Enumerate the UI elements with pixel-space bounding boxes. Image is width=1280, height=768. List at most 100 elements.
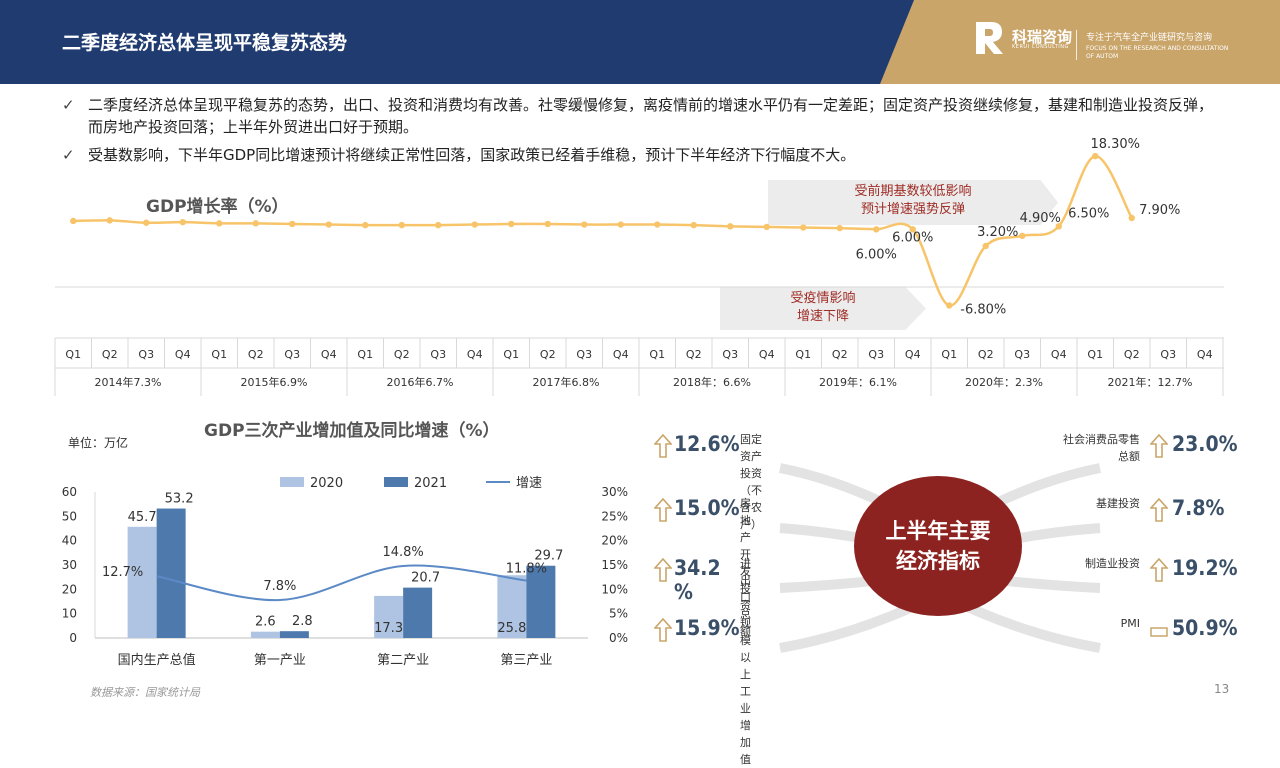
gdp-data-label: 7.90% (1139, 203, 1180, 218)
indicator-label: 房地产开发投资 (740, 497, 751, 612)
gdp-point (1055, 223, 1062, 230)
quarter-tick-label: Q4 (1197, 348, 1213, 361)
gdp-point (471, 221, 478, 228)
quarter-tick-label: Q2 (248, 348, 264, 361)
bullet-item: ✓ 二季度经济总体呈现平稳复苏的态势，出口、投资和消费均有改善。社零缓慢修复，离… (62, 94, 1222, 138)
up-arrow-icon (653, 557, 673, 586)
growth-rate-line (156, 564, 527, 602)
indicator-value: 50.9% (1172, 616, 1238, 640)
category-label: 国内生产总值 (118, 652, 196, 668)
y-tick-label: 60 (62, 485, 77, 499)
growth-rate-label: 7.8% (263, 579, 296, 594)
gdp-point (435, 221, 442, 229)
gdp-point (690, 221, 697, 229)
gdp-data-label: 6.50% (1068, 206, 1109, 221)
category-label: 第三产业 (500, 653, 552, 668)
callout-covid-text: 受疫情影响 增速下降 (790, 291, 856, 324)
year-group-label: 2015年6.9% (241, 375, 308, 389)
quarter-tick-label: Q4 (321, 348, 337, 361)
quarter-tick-label: Q3 (868, 348, 884, 361)
y2-tick-label: 20% (601, 534, 628, 548)
center-line1: 上半年主要 (885, 519, 991, 543)
gdp-chart-title: GDP增长率（%） (146, 197, 289, 217)
quarter-tick-label: Q4 (613, 348, 629, 361)
bar-2021-label: 2.8 (292, 614, 313, 629)
indicator-label: 基建投资 (1096, 497, 1140, 510)
bar-2021-label: 20.7 (411, 571, 440, 586)
quarter-tick-label: Q4 (467, 348, 483, 361)
callout-rebound: 受前期基数较低影响 预计增速强势反弹 (768, 180, 1058, 225)
indicator-label: 规模以上工业增 加值 (740, 617, 751, 766)
y2-tick-label: 10% (601, 582, 628, 596)
quarter-tick-label: Q1 (503, 348, 519, 361)
indicator-value: 15.0% (674, 496, 740, 520)
gdp-point (143, 219, 150, 226)
logo-en: KERUI CONSULTING (1012, 44, 1069, 50)
year-group-label: 2016年6.7% (387, 375, 454, 389)
gdp-data-label: 3.20% (977, 225, 1018, 240)
bar-2020 (250, 631, 280, 638)
up-arrow-icon (1149, 497, 1169, 526)
category-label: 第二产业 (377, 653, 429, 668)
gdp-point (362, 221, 369, 229)
bar-2021-label: 29.7 (534, 549, 563, 564)
gdp-point (325, 221, 332, 228)
bullet-text: 受基数影响，下半年GDP同比增速预计将继续正常性回落，国家政策已经着手维稳，预计… (88, 146, 856, 164)
growth-rate-label: 11.8% (506, 562, 547, 577)
gdp-point (289, 220, 296, 228)
header-gold-band (880, 0, 1280, 84)
gdp-point (106, 217, 113, 224)
quarter-tick-label: Q3 (284, 348, 300, 361)
bar-2021-label: 53.2 (165, 492, 194, 507)
y-tick-label: 40 (62, 534, 77, 548)
legend-label: 增速 (516, 476, 542, 491)
gdp-point (946, 302, 953, 309)
bar-2021 (403, 587, 433, 638)
quarter-tick-label: Q4 (1051, 348, 1067, 361)
checkmark-icon: ✓ (62, 96, 75, 114)
checkmark-icon: ✓ (62, 146, 75, 164)
growth-rate-label: 14.8% (382, 545, 423, 560)
y2-tick-label: 0% (609, 631, 628, 645)
quarter-tick-label: Q3 (1014, 348, 1030, 361)
growth-rate-label: 12.7% (102, 565, 143, 580)
quarter-tick-label: Q2 (394, 348, 410, 361)
bar-2020-label: 17.3 (374, 621, 403, 636)
legend-label: 2021 (414, 476, 447, 491)
gdp-point (1092, 152, 1099, 160)
gdp-point (581, 221, 588, 228)
quarter-tick-label: Q4 (905, 348, 921, 361)
y-tick-label: 20 (62, 582, 77, 596)
quarter-tick-label: Q3 (138, 348, 154, 361)
gdp-point (654, 221, 661, 228)
gdp-point (70, 217, 77, 225)
indicator-label: 进出口总额 (740, 557, 751, 638)
year-group-label: 2021年：12.7% (1108, 375, 1193, 389)
indicator-value: 34.2 % (674, 556, 721, 604)
gdp-data-label: 18.30% (1090, 137, 1140, 152)
up-arrow-icon (1149, 433, 1169, 462)
gdp-industry-bar-chart: 0 10 20 30 40 50 60 0% 5% 10% 15% 20% 25% 30% 2020 2021… (62, 476, 628, 668)
gdp-point (617, 221, 624, 228)
bar-2020-label: 2.6 (255, 615, 276, 630)
gdp-point (836, 224, 843, 232)
year-group-label: 2019年：6.1% (819, 375, 897, 389)
indicator-label: 社会消费品零售 总额 (1063, 433, 1140, 463)
summary-bullets: ✓ 二季度经济总体呈现平稳复苏的态势，出口、投资和消费均有改善。社零缓慢修复，离… (62, 94, 1222, 172)
indicator-value: 19.2% (1172, 556, 1238, 580)
gdp-point (909, 226, 916, 233)
indicator-value: 7.8% (1172, 496, 1225, 520)
gdp-data-label: 4.90% (1020, 211, 1061, 226)
legend-swatch (384, 477, 408, 487)
gdp-point (544, 220, 551, 228)
quarter-tick-label: Q2 (978, 348, 994, 361)
quarter-tick-label: Q3 (576, 348, 592, 361)
up-arrow-icon (1149, 557, 1169, 586)
indicators-center-badge: 上半年主要 经济指标 (854, 476, 1022, 616)
gdp-data-label: -6.80% (960, 302, 1006, 317)
gdp-point (1019, 232, 1026, 240)
indicator-value: 12.6% (674, 432, 740, 456)
header-bar: 二季度经济总体呈现平稳复苏态势 科瑞咨询 KERUI CONSULTING 专注… (0, 0, 1280, 84)
callout-covid: 受疫情影响 增速下降 (720, 287, 926, 330)
bar-2021 (156, 508, 186, 638)
